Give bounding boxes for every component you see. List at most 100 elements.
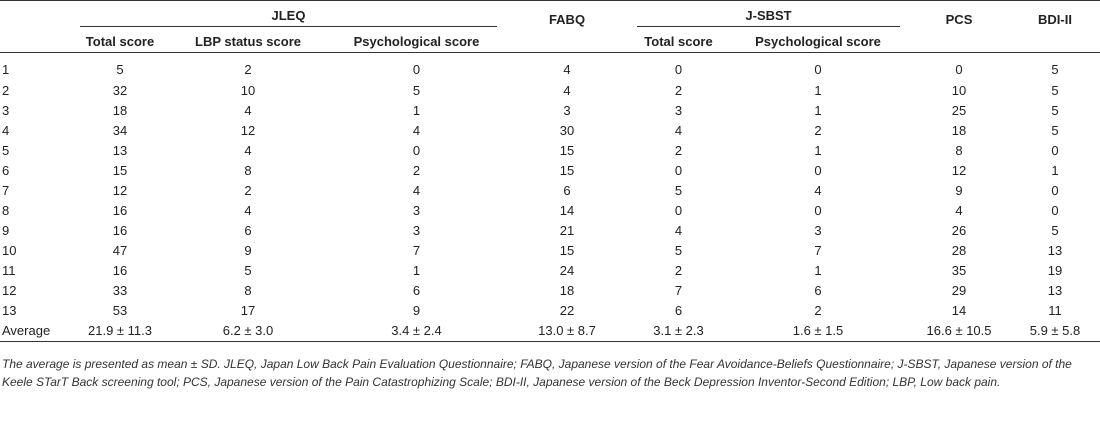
header-jsbst: J-SBST	[629, 0, 909, 30]
table-cell: 15	[559, 143, 575, 158]
table-cell: 21	[559, 223, 575, 238]
table-cell: 6	[563, 183, 571, 198]
table-cell: 6	[244, 223, 252, 238]
table-row: 10 47 9 7 15 5 7 28 13	[0, 241, 1100, 261]
table-cell: 4	[563, 83, 571, 98]
table-cell: 47	[112, 243, 128, 258]
table-cell: 8	[244, 283, 252, 298]
row-label-cell: 4	[2, 123, 10, 138]
table-row: 7 12 2 4 6 5 4 9 0	[0, 181, 1100, 201]
table-cell: 0	[1051, 203, 1059, 218]
table-cell: 13	[1047, 243, 1063, 258]
table-cell: 33	[112, 283, 128, 298]
table-cell: 1	[814, 143, 822, 158]
table-cell: 5.9 ± 5.8	[1010, 321, 1100, 342]
row-label-cell: 9	[2, 223, 10, 238]
table-cell: 6	[674, 303, 683, 318]
table-row: 6 15 8 2 15 0 0 12 1	[0, 161, 1100, 181]
row-label-cell: 11	[2, 263, 16, 278]
table-cell: 2	[674, 83, 683, 98]
header-jsbst-total: Total score	[629, 30, 728, 53]
table-row: 1 5 2 0 4 0 0 0 5	[0, 53, 1100, 82]
table-cell: 2	[412, 163, 421, 178]
table-cell: 18	[112, 103, 128, 118]
table-cell: 7	[674, 283, 683, 298]
table-cell: 12	[951, 163, 967, 178]
row-label-cell: 12	[2, 283, 17, 298]
table-cell: 0	[814, 62, 822, 77]
table-cell: 6	[412, 283, 421, 298]
table-cell: 18	[559, 283, 575, 298]
table-cell: 0	[955, 62, 963, 77]
table-cell: 6.2 ± 3.0	[168, 321, 328, 342]
table-cell: 35	[951, 263, 967, 278]
header-sub-bdi-empty	[1010, 30, 1100, 53]
table-cell: 32	[112, 83, 128, 98]
scores-table: JLEQ FABQ J-SBST PCS BDI-II Total score …	[0, 0, 1100, 342]
row-label-cell: 3	[2, 103, 10, 118]
table-cell: 2	[244, 183, 252, 198]
table-cell: 13	[112, 143, 128, 158]
row-label-cell: 1	[2, 62, 10, 77]
table-cell: 4	[955, 203, 963, 218]
table-cell: 14	[951, 303, 967, 318]
table-cell: 1.6 ± 1.5	[728, 321, 909, 342]
table-cell: 4	[412, 183, 421, 198]
table-cell: 5	[1051, 223, 1059, 238]
table-cell: 5	[116, 62, 124, 77]
table-cell: 9	[955, 183, 963, 198]
table-cell: 18	[951, 123, 967, 138]
table-cell: 0	[1051, 143, 1059, 158]
table-cell: 30	[559, 123, 575, 138]
table-cell: 5	[1051, 103, 1059, 118]
table-row: 11 16 5 1 24 2 1 35 19	[0, 261, 1100, 281]
table-cell: 3.4 ± 2.4	[328, 321, 505, 342]
table-cell: 0	[674, 163, 683, 178]
table-cell: 7	[814, 243, 822, 258]
table-row: 8 16 4 3 14 0 0 4 0	[0, 201, 1100, 221]
table-cell: 16	[112, 263, 128, 278]
header-jleq-psych: Psychological score	[328, 30, 505, 53]
table-cell: 16.6 ± 10.5	[908, 321, 1011, 342]
table-row: 2 32 10 5 4 2 1 10 5	[0, 81, 1100, 101]
table-cell: 5	[674, 243, 683, 258]
table-cell: 2	[674, 143, 683, 158]
table-cell: 1	[412, 103, 421, 118]
table-cell: 25	[951, 103, 967, 118]
table-cell: 12	[240, 123, 256, 138]
table-cell: 1	[814, 103, 822, 118]
header-row-groups: JLEQ FABQ J-SBST PCS BDI-II	[0, 0, 1100, 30]
table-cell: 15	[559, 243, 575, 258]
row-label-cell: 10	[2, 243, 17, 258]
table-cell: 16	[112, 203, 128, 218]
table-cell: 0	[412, 62, 421, 77]
header-empty	[0, 0, 72, 30]
table-cell: 4	[244, 143, 252, 158]
table-row: 4 34 12 4 30 4 2 18 5	[0, 121, 1100, 141]
table-cell: 13	[1047, 283, 1063, 298]
header-fabq: FABQ	[505, 0, 629, 30]
table-cell: 0	[674, 62, 683, 77]
table-cell: 4	[244, 203, 252, 218]
table-cell: 14	[559, 203, 575, 218]
table-cell: 8	[244, 163, 252, 178]
table-cell: 5	[1051, 62, 1059, 77]
table-cell: 7	[412, 243, 421, 258]
table-cell: 5	[244, 263, 252, 278]
table-cell: 3	[563, 103, 571, 118]
table-cell: 22	[559, 303, 575, 318]
table-cell: 9	[244, 243, 252, 258]
row-label-cell: 5	[2, 143, 10, 158]
header-sub-fabq-empty	[505, 30, 629, 53]
table-cell: 10	[951, 83, 967, 98]
row-label-cell: 2	[2, 83, 10, 98]
header-jleq-lbp: LBP status score	[168, 30, 328, 53]
table-cell: 9	[412, 303, 421, 318]
table-cell: 5	[1051, 83, 1059, 98]
table-cell: 4	[563, 62, 571, 77]
table-row: 3 18 4 1 3 3 1 25 5	[0, 101, 1100, 121]
table-cell: 11	[1048, 303, 1062, 318]
table-row: 13 53 17 9 22 6 2 14 11	[0, 301, 1100, 321]
header-bdi: BDI-II	[1010, 0, 1100, 30]
average-row: Average 21.9 ± 11.3 6.2 ± 3.0 3.4 ± 2.4 13.0…	[0, 321, 1100, 342]
